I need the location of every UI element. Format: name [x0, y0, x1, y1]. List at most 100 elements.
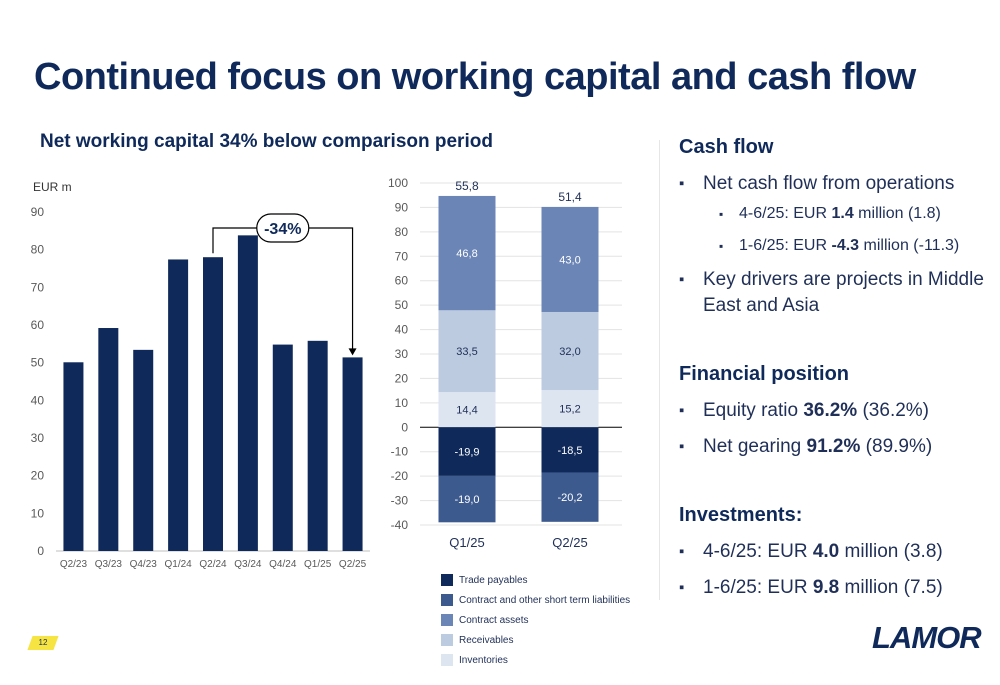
cash-flow-heading: Cash flow	[679, 136, 774, 158]
cash-flow-ops-item: Net cash flow from operations	[679, 171, 989, 197]
y-tick-label: 70	[31, 280, 45, 294]
x-tick-label: Q2/25	[552, 535, 587, 550]
nwc-bar-chart: 0 10 20 30 40 50 60 70 80 90 Q2/23 Q3/23 Q4/23 Q1/24 Q…	[31, 205, 370, 570]
page-number-badge: 12	[27, 636, 59, 650]
stacked-segment	[438, 475, 496, 523]
x-tick-label: Q2/24	[199, 559, 227, 570]
y-tick-label: 20	[395, 371, 409, 385]
page-number: 12	[38, 638, 48, 647]
y-tick-label: 60	[395, 274, 409, 288]
legend-swatch	[441, 634, 453, 646]
y-tick-label: 30	[31, 431, 45, 445]
arrow-head	[348, 348, 357, 356]
y-axis-unit-label: EUR m	[33, 180, 72, 194]
segment-data-label: 43,0	[559, 254, 580, 266]
cash-flow-q2-item: 4-6/25: EUR 1.4 million (1.8)	[679, 203, 989, 225]
right-panel: Cash flow Net cash flow from operations …	[679, 136, 989, 601]
legend-swatch	[441, 654, 453, 666]
stacked-segment	[438, 427, 496, 476]
y-tick-label: 40	[395, 323, 409, 337]
bar	[307, 340, 328, 551]
financial-position-heading: Financial position	[679, 363, 850, 385]
x-tick-label: Q3/24	[234, 559, 262, 570]
bar	[133, 349, 154, 551]
chart-subtitle: Net working capital 34% below comparison…	[40, 131, 493, 152]
y-tick-label: 50	[31, 356, 45, 370]
investments-heading: Investments:	[679, 504, 803, 526]
y-tick-label: 60	[31, 318, 45, 332]
bar	[203, 257, 223, 551]
x-tick-label: Q1/25	[304, 559, 332, 570]
page-title: Continued focus on working capital and c…	[34, 56, 916, 98]
y-tick-label: 10	[395, 396, 409, 410]
y-tick-label: 20	[31, 469, 45, 483]
bar	[63, 362, 84, 551]
cash-flow-h1-item: 1-6/25: EUR -4.3 million (-11.3)	[679, 235, 989, 257]
y-tick-label: 80	[395, 225, 409, 239]
y-tick-label: 100	[388, 176, 408, 190]
y-tick-label: -10	[391, 445, 409, 459]
y-tick-label: 10	[31, 506, 45, 520]
stacked-chart-legend: Trade payables Contract and other short t…	[441, 570, 630, 670]
segment-data-label: 14,4	[456, 405, 477, 417]
y-tick-label: 80	[31, 243, 45, 257]
x-tick-label: Q2/23	[60, 559, 88, 570]
segment-data-label: -19,9	[454, 447, 479, 459]
segment-data-label: 15,2	[559, 404, 580, 416]
total-data-label: 55,8	[455, 179, 479, 193]
x-tick-label: Q1/24	[164, 559, 192, 570]
stacked-segment	[438, 310, 496, 393]
bar	[98, 328, 119, 551]
stacked-segment	[541, 390, 599, 428]
segment-data-label: 33,5	[456, 346, 477, 358]
legend-label: Inventories	[459, 654, 508, 666]
y-tick-label: 70	[395, 249, 409, 263]
x-tick-label: Q4/23	[130, 559, 158, 570]
y-tick-label: -40	[391, 518, 409, 532]
x-tick-label: Q2/25	[339, 559, 367, 570]
segment-data-label: -18,5	[557, 445, 582, 457]
stacked-segment	[438, 392, 496, 428]
change-callout-bubble	[256, 213, 310, 243]
equity-ratio-item: Equity ratio 36.2% (36.2%)	[679, 398, 989, 424]
stacked-segment	[541, 206, 599, 312]
bar	[272, 344, 293, 551]
legend-item: Trade payables	[441, 570, 630, 590]
y-tick-label: -20	[391, 469, 409, 483]
legend-item: Receivables	[441, 630, 630, 650]
legend-item: Contract assets	[441, 610, 630, 630]
segment-data-label: 46,8	[456, 248, 477, 260]
y-tick-label: 50	[395, 298, 409, 312]
legend-label: Contract and other short term liabilitie…	[459, 594, 631, 606]
x-tick-label: Q3/23	[95, 559, 123, 570]
segment-data-label: -20,2	[557, 492, 582, 504]
segment-data-label: -19,0	[454, 494, 479, 506]
legend-swatch	[441, 574, 453, 586]
bar	[237, 235, 258, 551]
bar	[342, 357, 363, 551]
legend-label: Contract assets	[459, 614, 529, 626]
panel-divider	[659, 140, 660, 600]
total-data-label: 51,4	[558, 190, 582, 204]
segment-data-label: 32,0	[559, 346, 580, 358]
y-tick-label: 90	[31, 205, 45, 219]
y-tick-label: 40	[31, 393, 45, 407]
y-tick-label: 0	[37, 544, 44, 558]
comparison-connector	[212, 227, 354, 350]
legend-swatch	[441, 614, 453, 626]
net-gearing-item: Net gearing 91.2% (89.9%)	[679, 434, 989, 460]
y-tick-label: 0	[401, 420, 408, 434]
stacked-segment	[541, 472, 599, 522]
stacked-segment	[541, 311, 599, 391]
legend-label: Receivables	[459, 634, 514, 646]
legend-swatch	[441, 594, 453, 606]
company-logo: LAMOR	[872, 620, 982, 655]
bar	[168, 259, 189, 551]
x-tick-label: Q1/25	[449, 535, 484, 550]
investments-q2-item: 4-6/25: EUR 4.0 million (3.8)	[679, 539, 989, 565]
key-drivers-item: Key drivers are projects in Middle East …	[679, 267, 989, 319]
legend-item: Inventories	[441, 650, 630, 670]
investments-h1-item: 1-6/25: EUR 9.8 million (7.5)	[679, 575, 989, 601]
x-tick-label: Q4/24	[269, 559, 297, 570]
